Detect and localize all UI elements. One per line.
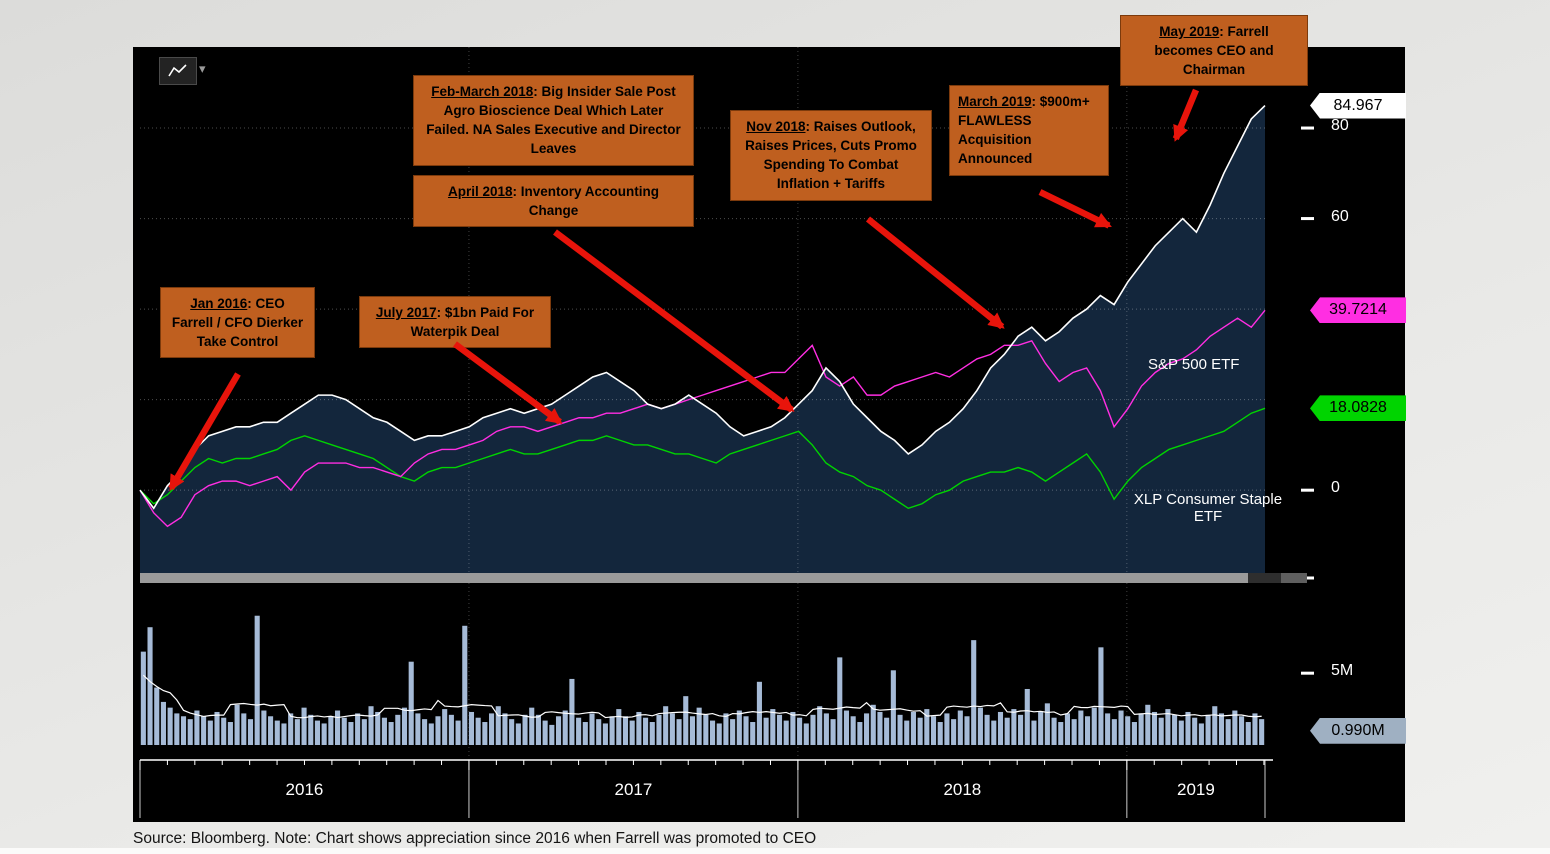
sp500-series-label: S&P 500 ETF — [1148, 356, 1240, 373]
sp500-price-tag: 39.7214 — [1310, 297, 1406, 324]
annotation-feb-march-2018: Feb-March 2018: Big Insider Sale Post Ag… — [413, 75, 694, 166]
line-chart-icon — [168, 64, 187, 77]
annotation-jan-2016: Jan 2016: CEO Farrell / CFO Dierker Take… — [160, 287, 315, 359]
annotation-may-2019: May 2019: Farrell becomes CEO and Chairm… — [1120, 15, 1308, 87]
chevron-down-icon[interactable]: ▾ — [199, 61, 206, 76]
xlp-series-label: XLP Consumer Staple ETF — [1133, 491, 1283, 525]
chart-plot-area[interactable] — [133, 47, 1405, 822]
year-label-2019: 2019 — [1176, 780, 1215, 799]
year-label-2018: 2018 — [943, 780, 982, 799]
last-price-tag: 84.967 — [1310, 92, 1406, 119]
scrollbar-thumb[interactable] — [140, 573, 1248, 583]
chart-window: ▾ Jan 2016: CEO Farrell / CFO Dierker Ta… — [133, 15, 1406, 822]
bottom-strip — [0, 848, 1550, 854]
price-tick-80: 80 — [1331, 117, 1349, 135]
annotation-july-2017: July 2017: $1bn Paid For Waterpik Deal — [359, 296, 551, 349]
scrollbar-right-button[interactable] — [1281, 573, 1307, 583]
horizontal-scrollbar[interactable] — [140, 573, 1307, 583]
volume-tag: 0.990M — [1310, 717, 1406, 744]
price-tick-0: 0 — [1331, 479, 1340, 497]
annotation-march-2019: March 2019: $900m+ FLAWLESS Acquisition … — [949, 85, 1109, 176]
annotation-nov-2018: Nov 2018: Raises Outlook, Raises Prices,… — [730, 110, 932, 201]
annotation-april-2018: April 2018: Inventory Accounting Change — [413, 175, 694, 228]
xlp-price-tag: 18.0828 — [1310, 395, 1406, 422]
price-tick-60: 60 — [1331, 207, 1349, 225]
source-note: Source: Bloomberg. Note: Chart shows app… — [133, 830, 817, 847]
year-label-2017: 2017 — [614, 780, 653, 799]
year-label-2016: 2016 — [285, 780, 324, 799]
volume-tick-5m: 5M — [1331, 662, 1354, 680]
chart-type-button[interactable] — [159, 57, 197, 85]
